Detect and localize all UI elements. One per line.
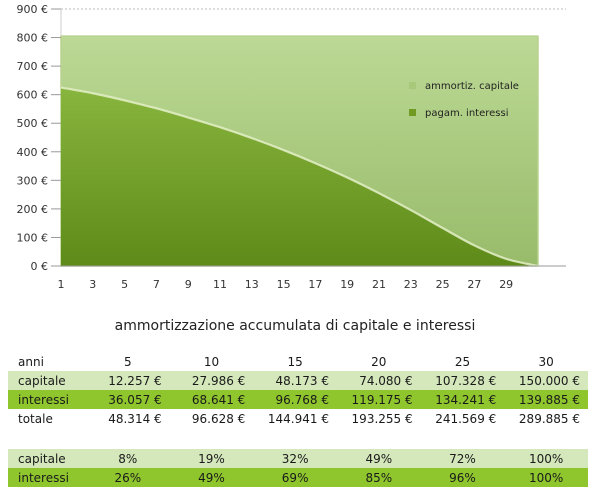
table-cell: 289.885 € — [518, 411, 580, 426]
plot-area — [60, 8, 566, 268]
table-cell: 68.641 € — [169, 390, 254, 409]
series-interessi-edge — [60, 86, 539, 268]
x-tick-label: 11 — [213, 278, 227, 291]
table-cell: 96.628 € — [191, 411, 246, 426]
table-cell: 150.000 € — [504, 371, 588, 390]
table-cell: 241.569 € — [435, 411, 497, 426]
area-chart: 0 € 100 € 200 € 300 € 400 € 500 € 600 € 700 € 80… — [17, 3, 566, 291]
x-tick-label: 19 — [340, 278, 354, 291]
row-label: totale — [18, 411, 53, 426]
header-year: 25 — [454, 354, 471, 369]
x-tick-label: 21 — [372, 278, 386, 291]
table-cell: 119.175 € — [336, 390, 421, 409]
x-axis: 1 3 5 7 9 11 13 15 17 19 21 23 25 27 29 — [58, 278, 514, 291]
y-tick-label: 800 € — [17, 32, 49, 45]
x-tick-label: 9 — [185, 278, 192, 291]
table-cell: 85% — [336, 468, 421, 487]
table-cell: 49% — [336, 449, 421, 468]
x-tick-label: 15 — [277, 278, 291, 291]
table-cell: 8% — [86, 449, 170, 468]
table-cell: 12.257 € — [86, 371, 170, 390]
y-tick-label: 300 € — [17, 174, 49, 187]
chart-caption: ammortizzazione accumulata di capitale e… — [114, 318, 476, 334]
table-cell: 32% — [253, 449, 337, 468]
header-year: 15 — [287, 354, 303, 369]
table-cell: 100% — [504, 468, 588, 487]
x-tick-label: 23 — [404, 278, 418, 291]
row-label: capitale — [8, 449, 86, 468]
table-cell: 96.768 € — [253, 390, 337, 409]
row-label: interessi — [8, 390, 86, 409]
legend-swatch — [409, 82, 416, 89]
table-row: totale 48.314 € 96.628 € 144.941 € 193.255 €… — [8, 409, 588, 428]
row-label: capitale — [8, 371, 86, 390]
table-header-row: anni 5 10 15 20 25 30 — [8, 352, 588, 371]
table-row: interessi 26% 49% 69% 85% 96% 100% — [8, 468, 588, 487]
row-label: interessi — [8, 468, 86, 487]
table-cell: 48.314 € — [108, 411, 162, 426]
table-cell: 48.173 € — [253, 371, 337, 390]
legend: ammortiz. capitale pagam. interessi — [409, 81, 519, 119]
table-cell: 100% — [504, 449, 588, 468]
header-year: 10 — [203, 354, 220, 369]
y-tick-label: 900 € — [17, 3, 49, 16]
table-row: capitale 12.257 €27.986 €48.173 €74.080 €… — [8, 371, 588, 390]
table-cell: 144.941 € — [267, 411, 329, 426]
table-cell: 139.885 € — [504, 390, 588, 409]
table-cell: 19% — [169, 449, 254, 468]
x-tick-label: 13 — [245, 278, 259, 291]
table-cell: 96% — [420, 468, 505, 487]
table-cell: 49% — [169, 468, 254, 487]
x-tick-label: 3 — [89, 278, 96, 291]
header-label: anni — [18, 354, 44, 369]
legend-swatch — [409, 109, 416, 116]
table-cell: 193.255 € — [351, 411, 413, 426]
table-row: interessi 36.057 €68.641 €96.768 €119.175… — [8, 390, 588, 409]
header-year: 30 — [538, 354, 554, 369]
y-tick-label: 400 € — [17, 146, 49, 159]
x-tick-label: 27 — [467, 278, 481, 291]
series-interessi-area — [61, 87, 538, 267]
y-tick-label: 700 € — [17, 60, 49, 73]
y-tick-label: 100 € — [17, 231, 49, 244]
y-tick-label: 500 € — [17, 117, 49, 130]
x-tick-label: 17 — [308, 278, 322, 291]
x-tick-label: 29 — [499, 278, 513, 291]
y-tick-label: 600 € — [17, 89, 49, 102]
table-row: capitale 8% 19% 32% 49% 72% 100% — [8, 449, 588, 468]
header-year: 20 — [371, 354, 387, 369]
y-tick-label: 0 € — [31, 260, 49, 273]
legend-label: ammortiz. capitale — [425, 81, 519, 92]
table-cell: 72% — [420, 449, 505, 468]
legend-label: pagam. interessi — [425, 108, 508, 119]
table-cell: 69% — [253, 468, 337, 487]
table-cell: 36.057 € — [86, 390, 170, 409]
x-tick-label: 25 — [436, 278, 450, 291]
percent-table: capitale 8% 19% 32% 49% 72% 100% interessi 26% 49… — [8, 449, 588, 487]
table-cell: 134.241 € — [420, 390, 505, 409]
table-cell: 107.328 € — [420, 371, 505, 390]
y-axis: 0 € 100 € 200 € 300 € 400 € 500 € 600 € 700 € 80… — [17, 3, 61, 273]
y-tick-label: 200 € — [17, 203, 49, 216]
table-cell: 74.080 € — [336, 371, 421, 390]
x-tick-label: 7 — [153, 278, 160, 291]
summary-table: anni 5 10 15 20 25 30 capitale 12.257 €27.986 €4… — [8, 352, 588, 428]
header-year: 5 — [124, 354, 132, 369]
table-cell: 27.986 € — [169, 371, 254, 390]
x-tick-label: 5 — [121, 278, 128, 291]
table-cell: 26% — [86, 468, 170, 487]
x-tick-label: 1 — [58, 278, 65, 291]
